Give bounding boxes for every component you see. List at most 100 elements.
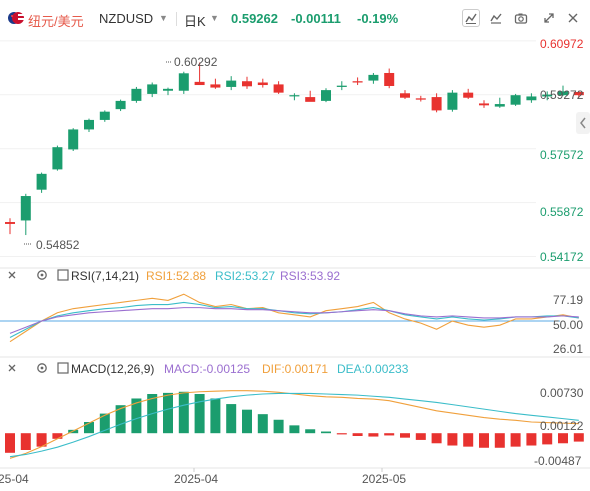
candle-body: [210, 84, 221, 88]
candle-body: [479, 103, 489, 106]
camera-icon[interactable]: [512, 9, 530, 27]
macd-lines: [9, 390, 579, 459]
macd-bar: [494, 433, 505, 448]
settings-icon[interactable]: [37, 270, 47, 280]
indicator-box-icon[interactable]: [57, 362, 69, 374]
macd-bar: [226, 404, 237, 434]
macd-bar: [242, 409, 252, 434]
settings-icon[interactable]: [37, 363, 47, 373]
y-tick-label: 0.57572: [540, 148, 584, 162]
high-annotation: 0.60292: [174, 55, 218, 69]
macd-legend: MACD(12,26,9) MACD:-0.00125 DIF:0.00171 …: [8, 362, 409, 376]
rsi-legend: RSI(7,14,21) RSI1:52.88 RSI2:53.27 RSI3:…: [8, 269, 340, 283]
macd-bar: [289, 425, 300, 434]
indicator-icon[interactable]: [487, 9, 505, 27]
price-annotations: 0.60292 0.54852: [24, 55, 218, 252]
macd-bar: [447, 433, 458, 446]
candle-body: [84, 119, 94, 130]
period-selector[interactable]: 日K: [184, 14, 206, 29]
candle-body: [305, 97, 316, 102]
divider: [176, 12, 177, 26]
rsi3-value: RSI3:53.92: [280, 269, 340, 283]
macd-bar: [84, 422, 94, 434]
candle-body: [526, 96, 537, 101]
flag-nz-us-icon: [8, 12, 24, 24]
candle-body: [163, 88, 173, 91]
candle-body: [510, 95, 521, 105]
candle-body: [115, 100, 126, 110]
indicator-box-icon[interactable]: [57, 269, 69, 281]
price-y-axis: 0.60972 0.59272 0.57572 0.55872 0.54172: [540, 37, 584, 264]
macd-bar: [400, 433, 410, 438]
macd-bar: [115, 405, 126, 434]
close-icon[interactable]: [564, 9, 582, 27]
price-grid: [0, 40, 536, 258]
rsi-label: RSI(7,14,21): [71, 269, 139, 283]
dif-value: DIF:0.00171: [262, 362, 328, 376]
macd-bar: [20, 433, 31, 450]
candle-body: [147, 84, 158, 94]
macd-y-axis: 0.00730 0.00122 -0.00487: [534, 386, 584, 468]
caret-down-icon[interactable]: ▼: [210, 13, 219, 23]
macd-bar: [431, 433, 442, 444]
candle-body: [400, 93, 410, 98]
y-tick-label: 50.00: [553, 318, 583, 332]
macd-bar: [542, 433, 553, 445]
fullscreen-icon[interactable]: [540, 9, 558, 27]
macd-bar: [526, 433, 537, 446]
candle-body: [20, 196, 31, 221]
drawing-tool-icon[interactable]: [462, 9, 480, 27]
rsi-line-rsi3: [9, 307, 579, 334]
candle-body: [352, 81, 363, 83]
macd-bar: [163, 392, 173, 434]
collapse-arrow-icon[interactable]: [576, 112, 590, 134]
candle-body: [131, 88, 142, 101]
candle-body: [5, 222, 15, 224]
candle-body: [52, 147, 63, 170]
rsi-line-rsi2: [9, 301, 579, 339]
macd-line-dif: [9, 390, 579, 459]
macd-bar: [52, 433, 63, 439]
caret-down-icon[interactable]: ▼: [159, 13, 168, 23]
symbol-code[interactable]: NZDUSD: [99, 11, 154, 26]
macd-bar: [336, 433, 347, 435]
candle-body: [68, 129, 79, 150]
macd-bar: [194, 394, 205, 434]
low-annotation: 0.54852: [36, 238, 80, 252]
candle-body: [447, 92, 458, 110]
price-change: -0.00111: [291, 11, 341, 26]
candle-body: [242, 81, 252, 87]
rsi-y-axis: 77.19 50.00 26.01: [553, 293, 583, 356]
macd-label: MACD(12,26,9): [71, 362, 154, 376]
x-axis: 25-04 2025-04 2025-05: [0, 468, 406, 486]
macd-bar: [558, 433, 568, 444]
symbol-name[interactable]: 纽元/美元: [28, 14, 84, 29]
close-icon[interactable]: [8, 271, 16, 279]
y-tick-label: 0.59272: [540, 88, 584, 102]
macd-bar: [463, 433, 474, 447]
candle-body: [178, 73, 189, 91]
macd-bar: [368, 433, 379, 437]
price-candles: [5, 62, 584, 236]
macd-bar: [257, 414, 268, 434]
macd-bar: [131, 398, 142, 434]
candle-body: [415, 98, 426, 100]
macd-bar: [305, 429, 316, 434]
x-tick-label: 25-04: [0, 472, 29, 486]
candle-body: [573, 92, 584, 96]
y-tick-label: 0.00122: [540, 419, 584, 433]
macd-line-dea: [9, 392, 579, 458]
rsi1-value: RSI1:52.88: [146, 269, 206, 283]
y-tick-label: -0.00487: [534, 454, 582, 468]
macd-bar: [573, 433, 584, 442]
close-icon[interactable]: [8, 364, 16, 372]
candle-body: [226, 80, 237, 87]
candle-body: [336, 85, 347, 87]
candle-body: [542, 94, 553, 97]
rsi-line-rsi1: [9, 293, 579, 343]
y-tick-label: 26.01: [553, 342, 583, 356]
x-tick-label: 2025-04: [174, 472, 218, 486]
macd-bar: [178, 391, 189, 434]
dea-value: DEA:0.00233: [337, 362, 409, 376]
